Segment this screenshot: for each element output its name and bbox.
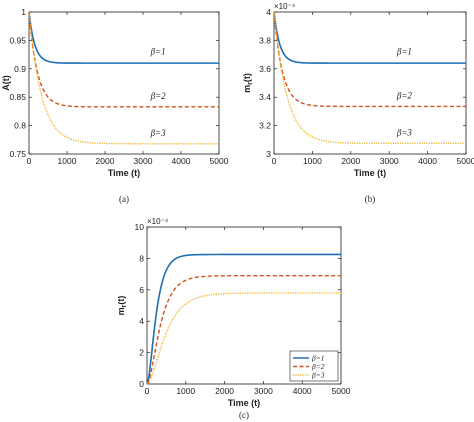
chart-a-xtick-label: 5000 (210, 156, 229, 166)
chart-b-xtick-label: 4000 (418, 156, 437, 166)
chart-a-svg: 0 1000 2000 3000 4000 5000 0.75 0.8 0.85 0.9 0.95 1… (1, 7, 229, 204)
chart-c-legend: β=1β=2β=3 (289, 350, 339, 382)
chart-b-ytick-label: 3.2 (259, 121, 271, 131)
chart-c-legend-label-3: β=3 (311, 371, 325, 380)
chart-c-frame (146, 226, 342, 385)
chart-a-xtick-label: 0 (27, 156, 32, 166)
chart-panel-b: 0 1000 2000 3000 4000 5000 3 3.2 3.4 3.6 3.8 4 ×10⁻⁴… (237, 0, 474, 204)
chart-c-ytick-label: 2 (139, 348, 144, 358)
chart-c-ytick-label: 10 (135, 222, 145, 232)
chart-a-ytick-label: 0.95 (9, 35, 26, 45)
chart-c-ytick-label: 6 (139, 285, 144, 295)
chart-b-exponent-label: ×10⁻⁴ (274, 2, 296, 11)
chart-b-ytick-label: 3 (266, 149, 271, 159)
chart-a-ytick-label: 0.9 (14, 64, 26, 74)
chart-panel-c: 0 1000 2000 3000 4000 5000 0 2 4 6 8 10 ×10⁻⁴ Time (t… (118, 214, 356, 422)
chart-b-series-3-label: β=3 (396, 128, 413, 138)
chart-c-xtick-label: 0 (145, 386, 150, 396)
chart-b-xtick-label: 1000 (303, 156, 322, 166)
chart-c-ytick-label: 8 (139, 253, 144, 263)
chart-a-xtick-label: 3000 (134, 156, 153, 166)
chart-b-series-2-label: β=2 (396, 91, 413, 101)
chart-b-series-1-label: β=1 (396, 47, 412, 57)
chart-panel-a: 0 1000 2000 3000 4000 5000 0.75 0.8 0.85 0.9 0.95 1… (0, 0, 237, 204)
chart-b-frame (273, 11, 467, 155)
chart-c-series-2-line (146, 274, 341, 385)
chart-c-xtick-label: 4000 (293, 386, 312, 396)
chart-b-series-1-line (273, 11, 466, 64)
chart-c-xlabel: Time (t) (228, 398, 260, 408)
chart-a-ytick-label: 0.75 (9, 149, 26, 159)
chart-a-xlabel: Time (t) (108, 168, 140, 178)
chart-c-legend-label-2: β=2 (311, 362, 325, 371)
chart-b-svg: 0 1000 2000 3000 4000 5000 3 3.2 3.4 3.6 3.8 4×10⁻⁴… (242, 2, 474, 204)
chart-a-series-3-label: β=3 (150, 128, 167, 138)
chart-b-xtick-label: 3000 (380, 156, 399, 166)
chart-c-legend-label-1: β=1 (311, 354, 325, 363)
chart-c-xtick-label: 3000 (254, 386, 273, 396)
chart-b-ytick-label: 3.6 (259, 64, 271, 74)
chart-a-series-3-line (28, 11, 219, 145)
chart-a-series-2-line (28, 11, 219, 108)
chart-c-series-1-line (146, 253, 341, 385)
chart-b-series-2-line (273, 11, 466, 108)
chart-a-series-1-label: β=1 (150, 47, 166, 57)
chart-c-caption: (c) (239, 410, 249, 420)
chart-c-legend-box (289, 350, 339, 382)
chart-b-ytick-label: 4 (266, 7, 271, 17)
chart-b-ylabel: mr(t) (242, 73, 254, 93)
chart-c-ylabel: mr(t) (118, 296, 128, 316)
chart-a-ylabel: A(t) (1, 75, 11, 91)
chart-c-ytick-label: 4 (139, 316, 144, 326)
chart-b-xtick-label: 0 (272, 156, 277, 166)
chart-b-series-3-line (273, 11, 466, 145)
chart-a-series-2-label: β=2 (150, 91, 167, 101)
chart-a-series-1-line (28, 11, 219, 64)
chart-a-frame (28, 11, 220, 155)
chart-a-xtick-label: 2000 (96, 156, 115, 166)
chart-c-xtick-label: 1000 (176, 386, 195, 396)
chart-b-caption: (b) (365, 194, 376, 204)
chart-b-xtick-label: 5000 (457, 156, 474, 166)
chart-c-xtick-label: 2000 (215, 386, 234, 396)
chart-b-xtick-label: 2000 (341, 156, 360, 166)
chart-a-ytick-label: 0.85 (9, 92, 26, 102)
chart-c-svg: 0 1000 2000 3000 4000 5000 0 2 4 6 8 10×10⁻⁴ Time (t… (118, 217, 351, 420)
chart-a-xtick-label: 4000 (172, 156, 191, 166)
chart-c-ytick-label: 0 (139, 379, 144, 389)
chart-a-xtick-label: 1000 (58, 156, 77, 166)
chart-a-caption: (a) (119, 194, 129, 204)
chart-b-xlabel: Time (t) (354, 168, 386, 178)
chart-a-ytick-label: 1 (21, 7, 26, 17)
chart-c-exponent-label: ×10⁻⁴ (147, 217, 169, 226)
chart-b-ytick-label: 3.8 (259, 35, 271, 45)
chart-a-ytick-label: 0.8 (14, 121, 26, 131)
chart-c-xtick-label: 5000 (332, 386, 351, 396)
chart-b-ytick-label: 3.4 (259, 92, 271, 102)
